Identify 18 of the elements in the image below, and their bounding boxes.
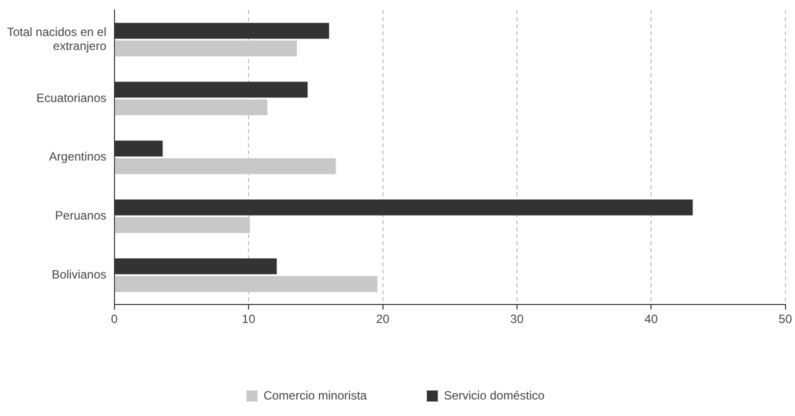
- bar: [114, 40, 297, 56]
- legend-label: Comercio minorista: [263, 388, 368, 402]
- y-tick-label: Total nacidos en el extranjero: [6, 24, 107, 54]
- x-tick-label: 40: [644, 312, 658, 326]
- x-tick-label: 30: [510, 312, 524, 326]
- y-tick-label: Peruanos: [55, 208, 106, 223]
- y-tick-label: Bolivianos: [52, 267, 106, 282]
- x-tick-label: 10: [242, 312, 256, 326]
- bar: [114, 276, 378, 292]
- bar: [114, 99, 268, 116]
- x-tick-label: 20: [376, 312, 390, 326]
- legend-label: Servicio doméstico: [444, 388, 545, 402]
- bar: [114, 217, 250, 234]
- x-tick-label: 0: [111, 312, 118, 326]
- y-tick-label: Ecuatorianos: [36, 90, 106, 105]
- x-tick-label: 50: [778, 312, 792, 326]
- bar: [114, 158, 336, 174]
- y-tick-label: Argentinos: [49, 150, 106, 164]
